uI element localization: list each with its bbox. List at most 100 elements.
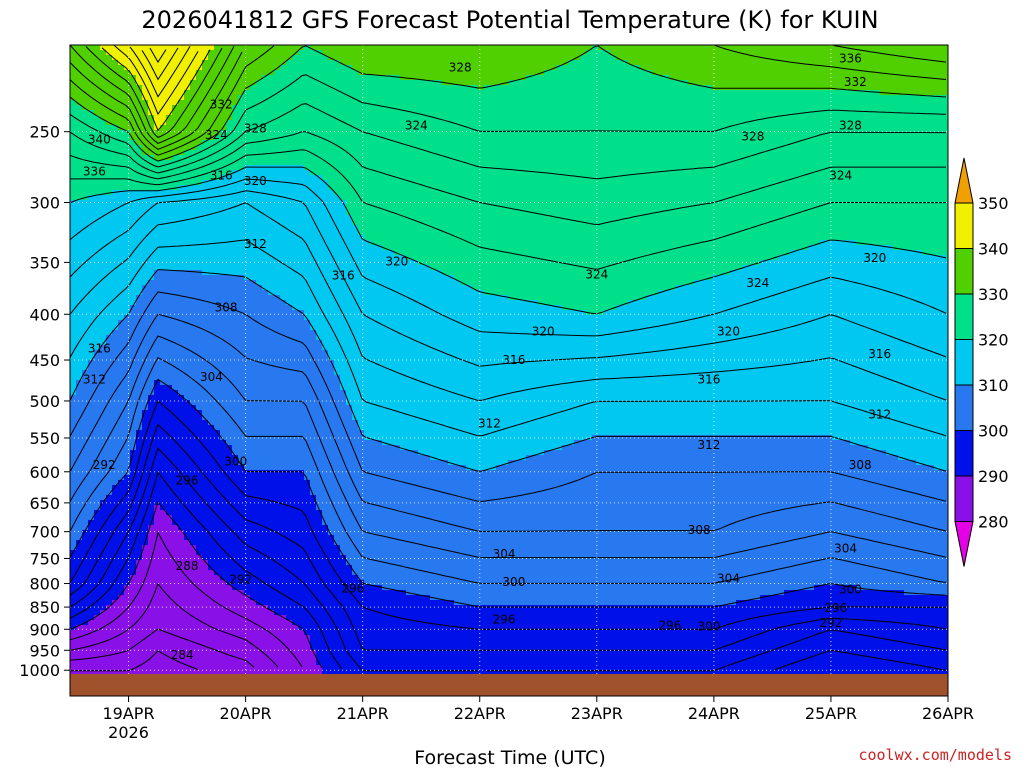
field-cell: [154, 460, 161, 466]
field-cell: [244, 655, 251, 661]
field-cell: [256, 455, 263, 461]
field-cell: [82, 585, 89, 591]
field-cell: [124, 395, 131, 401]
field-cell: [154, 230, 161, 236]
field-cell: [172, 650, 179, 656]
field-cell: [226, 510, 233, 516]
field-cell: [202, 245, 209, 251]
field-cell: [256, 575, 263, 581]
field-cell: [286, 415, 293, 421]
field-cell: [106, 550, 113, 556]
field-cell: [208, 555, 215, 561]
field-cell: [208, 115, 215, 121]
field-cell: [178, 335, 185, 341]
field-cell: [232, 640, 239, 646]
field-cell: [256, 525, 263, 531]
field-cell: [304, 240, 311, 246]
field-cell: [244, 340, 251, 346]
field-cell: [112, 175, 119, 181]
field-cell: [280, 590, 287, 596]
field-cell: [268, 155, 275, 161]
field-cell: [76, 225, 83, 231]
field-cell: [238, 185, 245, 191]
field-cell: [202, 650, 209, 656]
field-cell: [178, 495, 185, 501]
field-cell: [232, 310, 239, 316]
field-cell: [226, 565, 233, 571]
field-cell: [142, 495, 149, 501]
field-cell: [112, 385, 119, 391]
field-cell: [214, 275, 221, 281]
field-cell: [100, 220, 107, 226]
field-cell: [238, 165, 245, 171]
field-cell: [160, 500, 167, 506]
field-cell: [100, 600, 107, 606]
field-cell: [112, 320, 119, 326]
field-cell: [112, 610, 119, 616]
field-cell: [76, 655, 83, 661]
field-cell: [100, 295, 107, 301]
field-cell: [286, 135, 293, 141]
field-cell: [202, 300, 209, 306]
field-cell: [178, 650, 185, 656]
field-cell: [292, 420, 299, 426]
field-cell: [286, 160, 293, 166]
field-cell: [208, 235, 215, 241]
field-cell: [268, 590, 275, 596]
field-cell: [154, 390, 161, 396]
field-cell: [262, 460, 269, 466]
field-cell: [88, 90, 95, 96]
field-cell: [286, 375, 293, 381]
field-cell: [238, 340, 245, 346]
field-cell: [268, 140, 275, 146]
field-cell: [88, 595, 95, 601]
field-cell: [136, 630, 143, 636]
field-cell: [202, 545, 209, 551]
field-cell: [148, 335, 155, 341]
field-cell: [190, 210, 197, 216]
field-cell: [136, 315, 143, 321]
field-cell: [112, 250, 119, 256]
field-cell: [280, 350, 287, 356]
field-cell: [250, 55, 257, 61]
field-cell: [136, 620, 143, 626]
field-cell: [214, 45, 221, 51]
field-cell: [298, 265, 305, 271]
field-cell: [238, 530, 245, 536]
field-cell: [196, 210, 203, 216]
field-cell: [142, 285, 149, 291]
field-cell: [118, 110, 125, 116]
field-cell: [118, 630, 125, 636]
field-cell: [256, 65, 263, 71]
field-cell: [208, 155, 215, 161]
field-cell: [214, 85, 221, 91]
field-cell: [88, 380, 95, 386]
field-cell: [82, 345, 89, 351]
field-cell: [100, 210, 107, 216]
field-cell: [298, 465, 305, 471]
field-cell: [88, 405, 95, 411]
field-cell: [88, 565, 95, 571]
field-cell: [94, 660, 101, 666]
field-cell: [100, 45, 107, 51]
field-cell: [298, 100, 305, 106]
field-cell: [172, 530, 179, 536]
field-cell: [238, 490, 245, 496]
field-cell: [298, 210, 305, 216]
field-cell: [292, 120, 299, 126]
field-cell: [268, 255, 275, 261]
field-cell: [190, 150, 197, 156]
field-cell: [238, 655, 245, 661]
field-cell: [94, 340, 101, 346]
field-cell: [286, 325, 293, 331]
field-cell: [142, 420, 149, 426]
field-cell: [100, 115, 107, 121]
field-cell: [244, 205, 251, 211]
field-cell: [136, 390, 143, 396]
field-cell: [94, 150, 101, 156]
field-cell: [286, 330, 293, 336]
field-cell: [220, 150, 227, 156]
field-cell: [202, 255, 209, 261]
field-cell: [94, 395, 101, 401]
field-cell: [190, 235, 197, 241]
